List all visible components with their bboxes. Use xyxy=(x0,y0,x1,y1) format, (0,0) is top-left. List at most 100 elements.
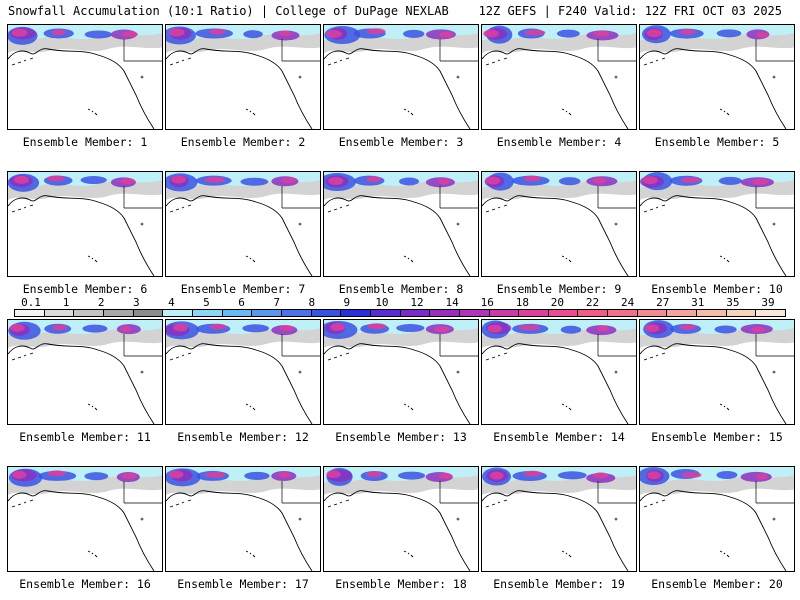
colorbar-swatch xyxy=(548,310,579,316)
coastline xyxy=(482,48,629,129)
hawaii-islands xyxy=(719,403,730,411)
hawaii-islands xyxy=(87,550,98,558)
hawaii-islands xyxy=(719,255,730,263)
snowfall-area xyxy=(328,176,344,185)
hawaii-islands xyxy=(561,403,572,411)
ensemble-map-2 xyxy=(165,24,321,130)
colorbar-tick-label: 0.1 xyxy=(21,296,41,309)
colorbar-tick-label: 3 xyxy=(132,296,140,309)
snowfall-area xyxy=(52,324,67,331)
snowfall-map xyxy=(324,172,478,276)
ensemble-map-9 xyxy=(481,171,637,277)
snowfall-area xyxy=(644,324,660,333)
snowfall-area xyxy=(560,325,582,334)
snowfall-area xyxy=(679,323,697,330)
ensemble-map-16 xyxy=(7,466,163,572)
aleutian-islands xyxy=(485,204,508,213)
ensemble-member-label: Ensemble Member: 9 xyxy=(496,282,622,296)
snowfall-area xyxy=(439,31,454,38)
lake-outline xyxy=(772,75,776,79)
hawaii-islands xyxy=(87,403,98,411)
colorbar-swatch xyxy=(637,310,668,316)
lake-outline xyxy=(456,370,460,374)
hawaii-islands xyxy=(87,255,98,263)
snowfall-area xyxy=(483,29,499,38)
lake-outline xyxy=(140,75,144,79)
snowfall-area xyxy=(279,325,294,332)
colorbar-swatch xyxy=(281,310,312,316)
ensemble-member-label: Ensemble Member: 3 xyxy=(338,135,464,149)
snowfall-area xyxy=(47,470,67,477)
colorbar-swatch xyxy=(519,310,549,316)
colorbar-swatch xyxy=(756,310,786,316)
snowfall-map xyxy=(166,320,320,424)
colorbar-swatch xyxy=(400,310,431,316)
border-lines xyxy=(281,334,320,357)
ensemble-map-6 xyxy=(7,171,163,277)
hawaii-islands xyxy=(245,550,256,558)
border-lines xyxy=(123,186,162,209)
border-lines xyxy=(123,481,162,504)
colorbar-tick-label: 7 xyxy=(273,296,280,309)
snowfall-area xyxy=(279,30,292,37)
snowfall-area xyxy=(119,325,132,332)
ensemble-map-4 xyxy=(481,24,637,130)
snowfall-area xyxy=(365,176,382,183)
snowfall-area xyxy=(278,472,291,479)
snowfall-area xyxy=(438,178,450,185)
coastline xyxy=(482,343,629,424)
snowfall-map xyxy=(8,172,162,276)
ensemble-map-11 xyxy=(7,319,163,425)
ensemble-member-label: Ensemble Member: 6 xyxy=(22,282,148,296)
snowfall-area xyxy=(597,325,609,332)
snowfall-area xyxy=(11,28,28,37)
snowfall-area xyxy=(366,28,386,35)
snowfall-map xyxy=(324,467,478,571)
coastline xyxy=(640,343,787,424)
ensemble-member-label: Ensemble Member: 8 xyxy=(338,282,464,296)
ensemble-member-label: Ensemble Member: 7 xyxy=(180,282,306,296)
ensemble-member-label: Ensemble Member: 2 xyxy=(180,135,306,149)
coastline xyxy=(324,490,471,571)
colorbar-tick-label: 16 xyxy=(480,296,494,309)
lake-outline xyxy=(140,370,144,374)
snowfall-area xyxy=(330,323,345,332)
lake-outline xyxy=(298,222,302,226)
snowfall-map xyxy=(640,172,794,276)
snowfall-area xyxy=(485,176,501,185)
snowfall-map xyxy=(482,320,636,424)
snowfall-area xyxy=(434,326,450,333)
snowfall-map xyxy=(324,320,478,424)
snowfall-area xyxy=(46,175,66,182)
coastline xyxy=(324,48,471,129)
lake-outline xyxy=(456,222,460,226)
snowfall-area xyxy=(523,470,542,477)
lake-outline xyxy=(614,370,618,374)
coastline xyxy=(8,343,155,424)
snowfall-area xyxy=(556,29,580,38)
snowfall-area xyxy=(326,29,342,38)
colorbar-swatch xyxy=(697,310,727,316)
ensemble-member-label: Ensemble Member: 5 xyxy=(654,135,780,149)
ensemble-map-19 xyxy=(481,466,637,572)
aleutian-islands xyxy=(327,499,350,508)
colorbar-swatch xyxy=(578,310,609,316)
snowfall-area xyxy=(714,325,737,334)
ensemble-member-label: Ensemble Member: 16 xyxy=(19,577,151,591)
hawaii-islands xyxy=(403,403,414,411)
aleutian-islands xyxy=(11,499,34,508)
border-lines xyxy=(439,186,478,209)
ensemble-member-label: Ensemble Member: 19 xyxy=(493,577,625,591)
snowfall-area xyxy=(326,470,341,479)
lake-outline xyxy=(298,370,302,374)
colorbar-tick-label: 9 xyxy=(343,296,351,309)
ensemble-member-label: Ensemble Member: 17 xyxy=(177,577,309,591)
coastline xyxy=(8,195,155,276)
aleutian-islands xyxy=(643,57,666,66)
aleutian-islands xyxy=(327,352,350,361)
hawaii-islands xyxy=(719,108,730,116)
snowfall-area xyxy=(756,473,768,480)
ensemble-map-8 xyxy=(323,171,479,277)
snowfall-area xyxy=(642,176,658,185)
colorbar-tick-label: 12 xyxy=(410,296,424,309)
